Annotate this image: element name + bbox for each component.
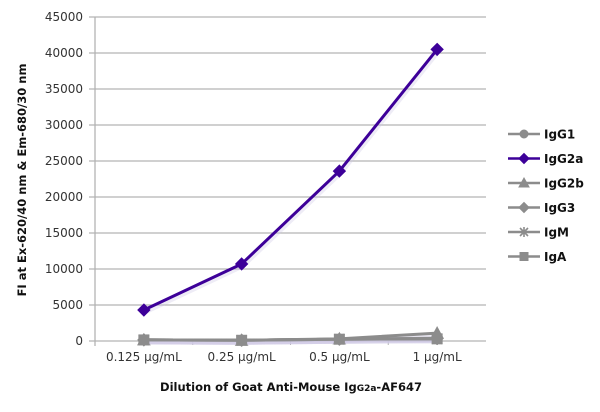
y-tick-label: 45000 bbox=[45, 10, 83, 24]
x-axis: 0.125 µg/mL 0.25 µg/mL 0.5 µg/mL 1 µg/mL bbox=[106, 341, 462, 364]
series-iga bbox=[138, 333, 443, 346]
y-tick-label: 40000 bbox=[45, 46, 83, 60]
series-line bbox=[143, 337, 438, 342]
x-tick-label: 0.125 µg/mL bbox=[106, 350, 182, 364]
marker-square-icon bbox=[236, 334, 248, 346]
y-tick-label: 0 bbox=[75, 334, 83, 348]
y-tick-label: 20000 bbox=[45, 190, 83, 204]
y-tick-label: 35000 bbox=[45, 82, 83, 96]
x-tick-label: 1 µg/mL bbox=[413, 350, 462, 364]
data-series bbox=[137, 42, 444, 347]
marker-square-icon bbox=[431, 333, 443, 345]
y-tick-label: 10000 bbox=[45, 262, 83, 276]
legend-item-igg2a: IgG2a bbox=[508, 152, 583, 166]
legend-item-iga: IgA bbox=[508, 250, 567, 264]
marker-triangle-icon bbox=[518, 176, 530, 188]
x-tick-label: 0.25 µg/mL bbox=[208, 350, 277, 364]
marker-diamond-icon bbox=[518, 201, 530, 214]
legend-label: IgG2b bbox=[544, 177, 584, 191]
y-axis: 0 5000 10000 15000 20000 25000 30000 35000 40000… bbox=[45, 10, 96, 348]
legend-label: IgG2a bbox=[544, 152, 583, 166]
marker-star-icon bbox=[519, 227, 529, 237]
marker-diamond-icon bbox=[430, 42, 444, 57]
x-axis-title: Dilution of Goat Anti-Mouse IgG2a-AF647 bbox=[160, 380, 422, 394]
legend-label: IgG1 bbox=[544, 128, 575, 142]
legend-item-igg2b: IgG2b bbox=[508, 177, 584, 191]
legend-label: IgA bbox=[544, 250, 567, 264]
marker-diamond-icon bbox=[234, 257, 249, 271]
marker-diamond-icon bbox=[518, 152, 530, 165]
legend-label: IgM bbox=[544, 226, 569, 240]
marker-diamond-icon bbox=[137, 303, 151, 317]
x-tick-label: 0.5 µg/mL bbox=[309, 350, 370, 364]
marker-square-icon bbox=[138, 334, 150, 346]
legend: IgG1 IgG2a IgG2b IgG3 IgM IgA bbox=[508, 128, 584, 264]
y-tick-label: 15000 bbox=[45, 226, 83, 240]
marker-circle-icon bbox=[519, 129, 529, 139]
y-tick-label: 25000 bbox=[45, 154, 83, 168]
legend-label: IgG3 bbox=[544, 201, 575, 215]
marker-square-icon bbox=[519, 252, 529, 261]
series-line bbox=[143, 48, 439, 312]
y-tick-label: 5000 bbox=[52, 298, 83, 312]
marker-diamond-icon bbox=[332, 164, 347, 178]
series-igg2a bbox=[137, 42, 444, 317]
legend-item-igg1: IgG1 bbox=[508, 128, 575, 142]
marker-square-icon bbox=[333, 333, 345, 345]
y-axis-title: FI at Ex-620/40 nm & Em-680/30 nm bbox=[15, 64, 29, 297]
legend-item-igm: IgM bbox=[508, 226, 569, 240]
y-tick-label: 30000 bbox=[45, 118, 83, 132]
legend-item-igg3: IgG3 bbox=[508, 201, 575, 215]
